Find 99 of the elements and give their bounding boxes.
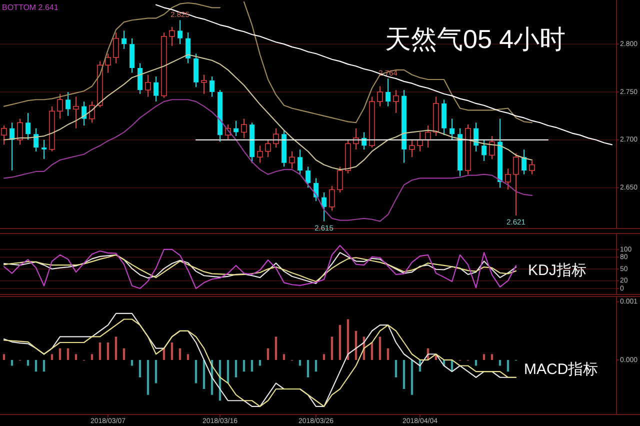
bar (506, 360, 510, 372)
candlestick (306, 166, 310, 188)
bar (322, 354, 326, 360)
candlestick (26, 112, 30, 140)
candlestick (1, 124, 7, 146)
bar (122, 348, 126, 360)
candlestick (322, 192, 326, 222)
bar (90, 354, 94, 360)
bar (58, 348, 62, 360)
candlestick (273, 128, 279, 148)
bar (74, 354, 78, 360)
text: KDJ指标 (528, 262, 586, 279)
bar (266, 348, 270, 360)
bar (42, 360, 46, 372)
candlestick (82, 101, 86, 126)
candlestick (513, 152, 519, 216)
candlestick (201, 74, 207, 94)
candlestick (130, 38, 134, 74)
bar (2, 354, 6, 360)
bar (242, 360, 246, 372)
bar (138, 360, 142, 378)
bar (258, 360, 262, 366)
bar (194, 360, 198, 384)
candlestick (154, 76, 158, 102)
bar (186, 354, 190, 360)
candlestick (194, 53, 198, 88)
candlestick (210, 76, 214, 98)
bar (178, 348, 182, 360)
bar (146, 360, 150, 395)
candlestick (73, 96, 79, 129)
bar (50, 354, 54, 360)
bar (130, 360, 134, 366)
bar (394, 360, 398, 378)
text: 天然气05 4小时 (385, 24, 566, 54)
bar (330, 336, 334, 360)
candlestick (178, 20, 182, 45)
bar (34, 360, 38, 372)
bar (306, 360, 310, 378)
bar (490, 354, 494, 360)
bar (170, 342, 174, 360)
candlestick (57, 93, 63, 120)
candlestick (298, 148, 302, 175)
candlestick (241, 118, 247, 138)
candlestick (105, 53, 111, 74)
candlestick (386, 78, 390, 107)
bar (66, 348, 70, 360)
bar (250, 360, 254, 372)
bar (482, 354, 486, 360)
bar (386, 348, 390, 360)
candlestick (377, 86, 383, 107)
bar (154, 360, 158, 384)
candlestick (66, 91, 70, 116)
bar (410, 360, 414, 395)
candlestick (522, 148, 526, 175)
candlestick (145, 74, 151, 98)
bar (26, 360, 30, 366)
candlestick (409, 139, 415, 158)
candlestick (89, 101, 95, 124)
bar (10, 360, 14, 366)
bar (402, 360, 406, 390)
annotation: BOTTOM 2.641 (2, 3, 59, 12)
candlestick (529, 160, 535, 175)
candlestick (289, 150, 295, 170)
bar (114, 336, 118, 360)
bar (234, 360, 238, 378)
candlestick (329, 185, 335, 212)
candlestick (489, 136, 495, 160)
line-series (3, 244, 517, 290)
candlestick (257, 145, 263, 164)
bar (474, 360, 478, 366)
candlestick (505, 168, 511, 190)
bar (314, 360, 318, 372)
candlestick (34, 128, 38, 152)
bar (98, 342, 102, 360)
bar (338, 325, 342, 360)
bar (378, 336, 382, 360)
candlestick (138, 62, 142, 94)
bar (498, 360, 502, 366)
candlestick (113, 32, 119, 64)
bar (282, 354, 286, 360)
line-series (155, 4, 613, 146)
bar (298, 360, 302, 366)
text: MACD指标 (524, 361, 598, 378)
candlestick (42, 139, 46, 160)
candlestick (482, 139, 486, 162)
candlestick (314, 178, 318, 202)
candlestick (186, 32, 190, 64)
candlestick (265, 139, 271, 158)
candlestick (122, 30, 126, 50)
candlestick (234, 120, 238, 137)
candlestick (450, 118, 454, 140)
bar (106, 342, 110, 360)
candlestick (393, 90, 399, 114)
candlestick (425, 124, 431, 148)
candlestick (10, 122, 14, 172)
candlestick (337, 166, 343, 194)
candlestick (17, 118, 23, 146)
candlestick (169, 26, 175, 46)
bar (274, 336, 278, 360)
